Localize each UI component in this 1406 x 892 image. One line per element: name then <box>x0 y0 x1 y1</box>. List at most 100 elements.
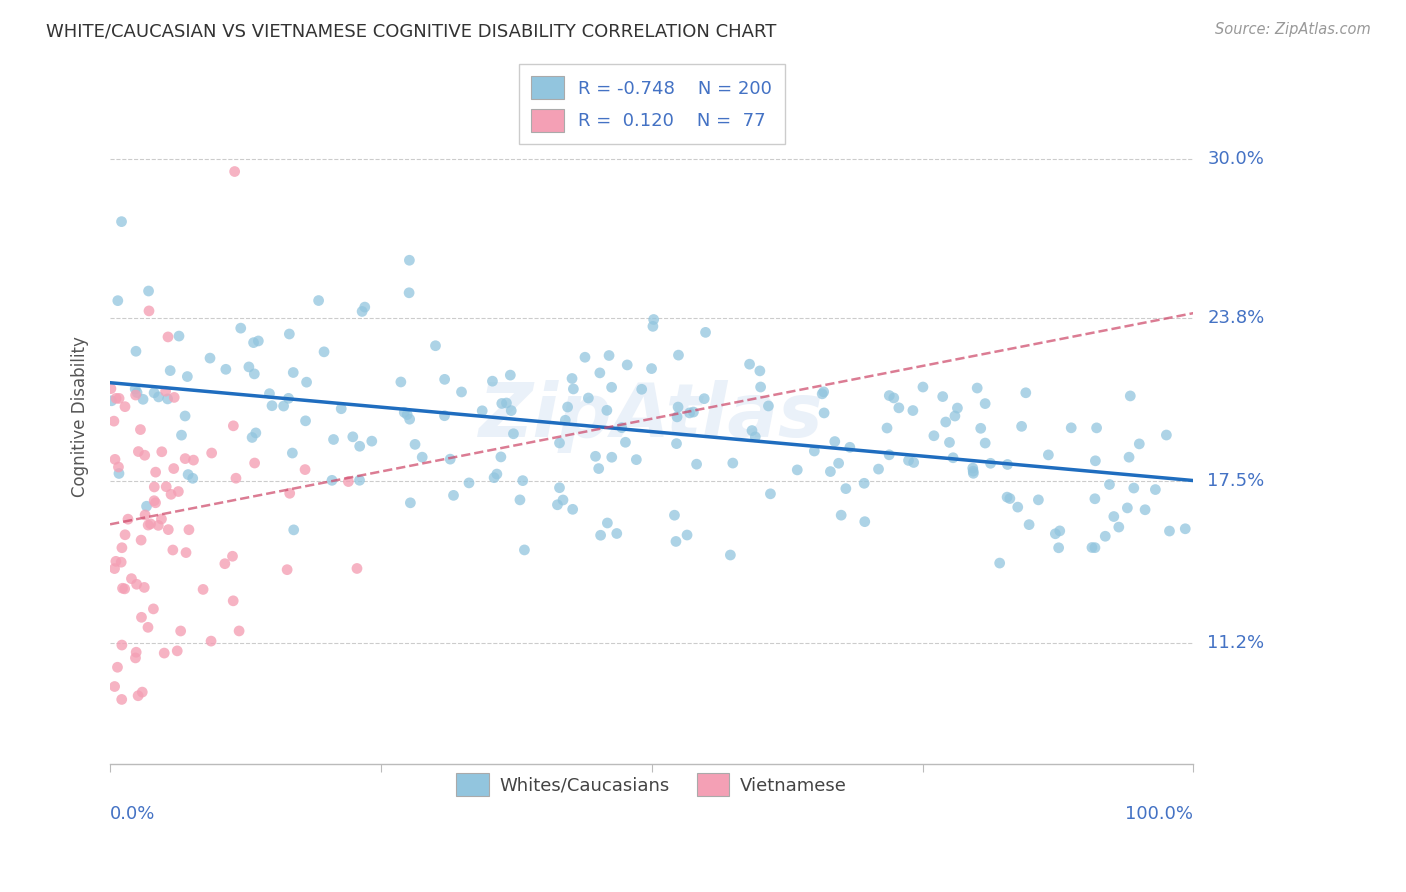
Point <box>616 358 638 372</box>
Point <box>499 368 522 383</box>
Y-axis label: Cognitive Disability: Cognitive Disability <box>72 335 89 497</box>
Point <box>1084 541 1107 555</box>
Point <box>159 363 181 377</box>
Point <box>114 400 136 414</box>
Point <box>803 444 825 458</box>
Point <box>931 390 953 404</box>
Point <box>134 508 156 522</box>
Point <box>561 502 583 516</box>
Point <box>695 326 717 340</box>
Point <box>1118 450 1140 465</box>
Point <box>853 476 876 491</box>
Point <box>721 456 744 470</box>
Point <box>1085 421 1108 435</box>
Point <box>145 496 167 510</box>
Point <box>988 556 1011 570</box>
Point <box>135 500 157 514</box>
Point <box>214 557 236 571</box>
Point <box>125 344 148 359</box>
Point <box>966 381 988 395</box>
Point <box>142 602 165 616</box>
Point <box>114 582 136 596</box>
Point <box>117 512 139 526</box>
Point <box>163 391 186 405</box>
Point <box>100 393 122 408</box>
Point <box>1045 526 1067 541</box>
Point <box>482 471 505 485</box>
Point <box>557 400 579 414</box>
Point <box>995 490 1018 504</box>
Point <box>176 369 198 384</box>
Point <box>554 413 576 427</box>
Point <box>1128 437 1150 451</box>
Point <box>1108 520 1130 534</box>
Point <box>398 253 420 268</box>
Point <box>111 692 134 706</box>
Point <box>962 464 984 478</box>
Point <box>349 473 371 487</box>
Point <box>596 403 619 417</box>
Point <box>110 555 132 569</box>
Point <box>124 388 146 402</box>
Point <box>901 403 924 417</box>
Text: 100.0%: 100.0% <box>1125 805 1194 823</box>
Point <box>398 285 420 300</box>
Point <box>148 390 170 404</box>
Point <box>546 498 568 512</box>
Point <box>229 321 252 335</box>
Point <box>640 361 662 376</box>
Point <box>294 462 316 476</box>
Point <box>155 480 177 494</box>
Point <box>741 424 763 438</box>
Point <box>491 396 513 410</box>
Point <box>337 475 360 489</box>
Point <box>399 496 422 510</box>
Text: WHITE/CAUCASIAN VS VIETNAMESE COGNITIVE DISABILITY CORRELATION CHART: WHITE/CAUCASIAN VS VIETNAMESE COGNITIVE … <box>46 22 776 40</box>
Point <box>877 448 900 462</box>
Point <box>281 446 304 460</box>
Point <box>294 414 316 428</box>
Point <box>824 434 846 449</box>
Text: ZipAtlas: ZipAtlas <box>479 380 824 452</box>
Point <box>143 493 166 508</box>
Point <box>678 406 700 420</box>
Point <box>962 461 984 475</box>
Point <box>104 680 127 694</box>
Point <box>1060 421 1083 435</box>
Point <box>277 392 299 406</box>
Point <box>150 444 173 458</box>
Point <box>100 382 122 396</box>
Point <box>502 426 524 441</box>
Point <box>887 401 910 415</box>
Point <box>103 414 125 428</box>
Point <box>394 405 416 419</box>
Point <box>643 312 665 326</box>
Point <box>124 382 146 396</box>
Point <box>148 518 170 533</box>
Point <box>758 399 780 413</box>
Point <box>107 660 129 674</box>
Point <box>110 214 132 228</box>
Point <box>125 645 148 659</box>
Point <box>853 515 876 529</box>
Point <box>134 581 156 595</box>
Point <box>215 362 238 376</box>
Point <box>1007 500 1029 515</box>
Point <box>183 453 205 467</box>
Point <box>107 460 129 475</box>
Point <box>157 523 180 537</box>
Point <box>155 384 177 399</box>
Point <box>404 437 426 451</box>
Point <box>1156 428 1178 442</box>
Point <box>163 461 186 475</box>
Text: 17.5%: 17.5% <box>1208 472 1264 490</box>
Point <box>228 624 250 638</box>
Point <box>200 634 222 648</box>
Point <box>177 467 200 482</box>
Point <box>201 446 224 460</box>
Point <box>107 293 129 308</box>
Point <box>596 516 619 530</box>
Point <box>425 339 447 353</box>
Point <box>813 384 835 399</box>
Point <box>589 528 612 542</box>
